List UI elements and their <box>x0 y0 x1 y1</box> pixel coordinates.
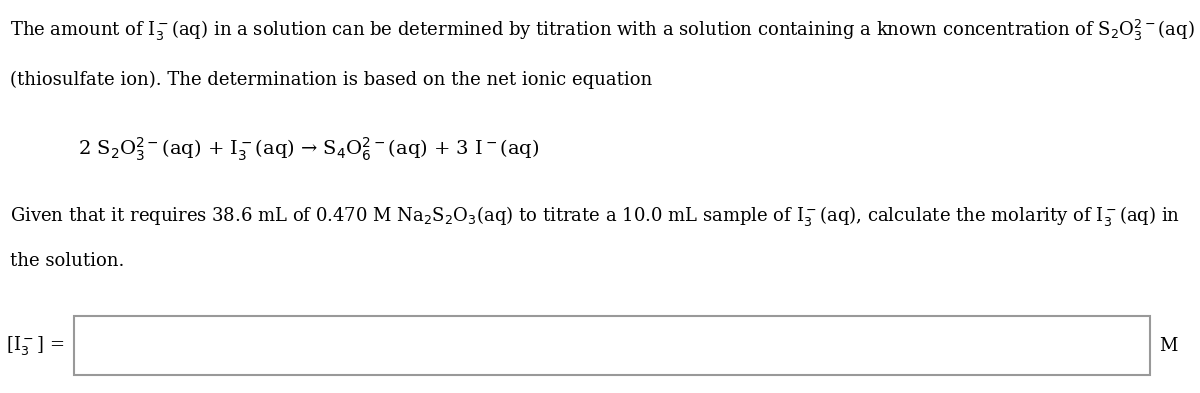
Text: (thiosulfate ion). The determination is based on the net ionic equation: (thiosulfate ion). The determination is … <box>10 71 652 89</box>
FancyBboxPatch shape <box>74 316 1150 375</box>
Text: 2 S$_2$O$_3^{2-}$(aq) + I$_3^-$(aq) → S$_4$O$_6^{2-}$(aq) + 3 I$^-$(aq): 2 S$_2$O$_3^{2-}$(aq) + I$_3^-$(aq) → S$… <box>78 136 540 163</box>
Text: The amount of I$_3^-$(aq) in a solution can be determined by titration with a so: The amount of I$_3^-$(aq) in a solution … <box>10 18 1194 43</box>
Text: Given that it requires 38.6 mL of 0.470 M Na$_2$S$_2$O$_3$(aq) to titrate a 10.0: Given that it requires 38.6 mL of 0.470 … <box>10 204 1180 228</box>
Text: the solution.: the solution. <box>10 252 124 270</box>
Text: [I$_3^-$] =: [I$_3^-$] = <box>6 334 64 357</box>
Text: M: M <box>1159 337 1177 355</box>
